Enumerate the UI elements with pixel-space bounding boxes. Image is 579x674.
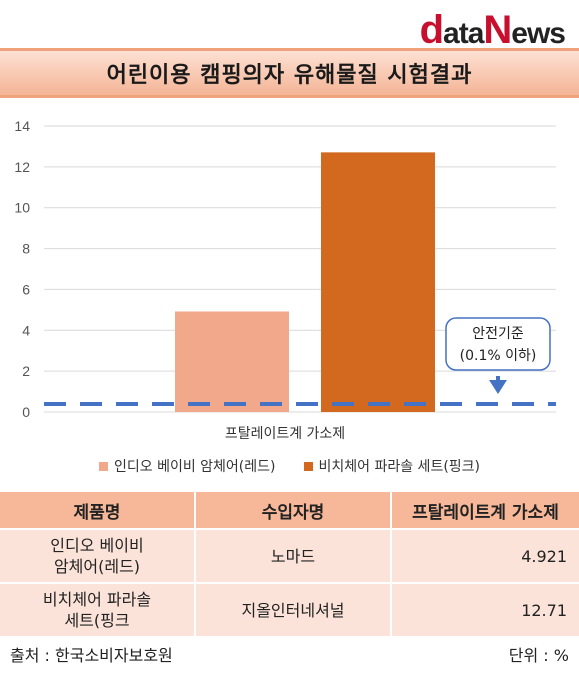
source-text: 출처 : 한국소비자보호원 — [10, 646, 173, 665]
header-product: 제품명 — [0, 492, 196, 529]
bar-indio — [175, 311, 289, 412]
y-tick-label: 4 — [22, 322, 30, 338]
datanews-logo: dataNews — [419, 8, 566, 52]
y-tick-label: 2 — [22, 363, 30, 379]
bar-chart: 0 2 4 6 8 10 12 14 프탈레이트계 가소제 안전기준 (0.1% 이하) — [14, 118, 556, 442]
value-cell: 4.921 — [391, 528, 579, 583]
y-tick-label: 0 — [22, 404, 30, 420]
annotation-arrow-head — [489, 379, 507, 394]
chart-legend: 인디오 베이비 암체어(레드) 비치체어 파라솔 세트(핑크) — [0, 456, 579, 476]
annotation-box — [445, 317, 551, 371]
footer: 출처 : 한국소비자보호원 단위 : % — [10, 642, 569, 666]
x-category-label: 프탈레이트계 가소제 — [225, 426, 345, 442]
legend-label-indio: 인디오 베이비 암체어(레드) — [113, 459, 276, 475]
y-tick-label: 12 — [14, 159, 30, 175]
product-name-cell: 비치체어 파라솔 세트(핑크 — [0, 582, 196, 636]
annotation-label-1: 안전기준 — [472, 326, 524, 342]
unit-text: 단위 : % — [508, 646, 569, 665]
legend-item-indio: 인디오 베이비 암체어(레드) — [98, 456, 276, 476]
importer-cell: 지올인터네셔널 — [195, 582, 392, 636]
legend-label-beach: 비치체어 파라솔 세트(핑크) — [318, 459, 481, 475]
title-banner: 어린이용 캠핑의자 유해물질 시험결과 — [0, 48, 579, 98]
header-phthalate: 프탈레이트계 가소제 — [391, 492, 579, 529]
y-tick-label: 6 — [22, 281, 30, 297]
value-cell: 12.71 — [391, 582, 579, 636]
table-header-row: 제품명 수입자명 프탈레이트계 가소제 — [0, 492, 579, 529]
legend-swatch-beach — [303, 461, 313, 471]
table-row: 비치체어 파라솔 세트(핑크 지올인터네셔널 12.71 — [0, 582, 579, 636]
header-importer: 수입자명 — [195, 492, 392, 529]
bar-beach — [321, 152, 435, 413]
table-row: 인디오 베이비 암체어(레드) 노마드 4.921 — [0, 528, 579, 583]
y-tick-label: 10 — [14, 200, 30, 216]
legend-swatch-indio — [98, 461, 108, 471]
annotation-label-2: (0.1% 이하) — [460, 348, 537, 364]
legend-item-beach: 비치체어 파라솔 세트(핑크) — [303, 456, 481, 476]
product-name-cell: 인디오 베이비 암체어(레드) — [0, 528, 196, 583]
y-tick-label: 8 — [22, 241, 30, 257]
importer-cell: 노마드 — [195, 528, 392, 583]
result-table: 제품명 수입자명 프탈레이트계 가소제 인디오 베이비 암체어(레드) 노마드 4… — [0, 492, 579, 636]
y-tick-label: 14 — [14, 118, 30, 134]
chart-title: 어린이용 캠핑의자 유해물질 시험결과 — [106, 63, 473, 88]
